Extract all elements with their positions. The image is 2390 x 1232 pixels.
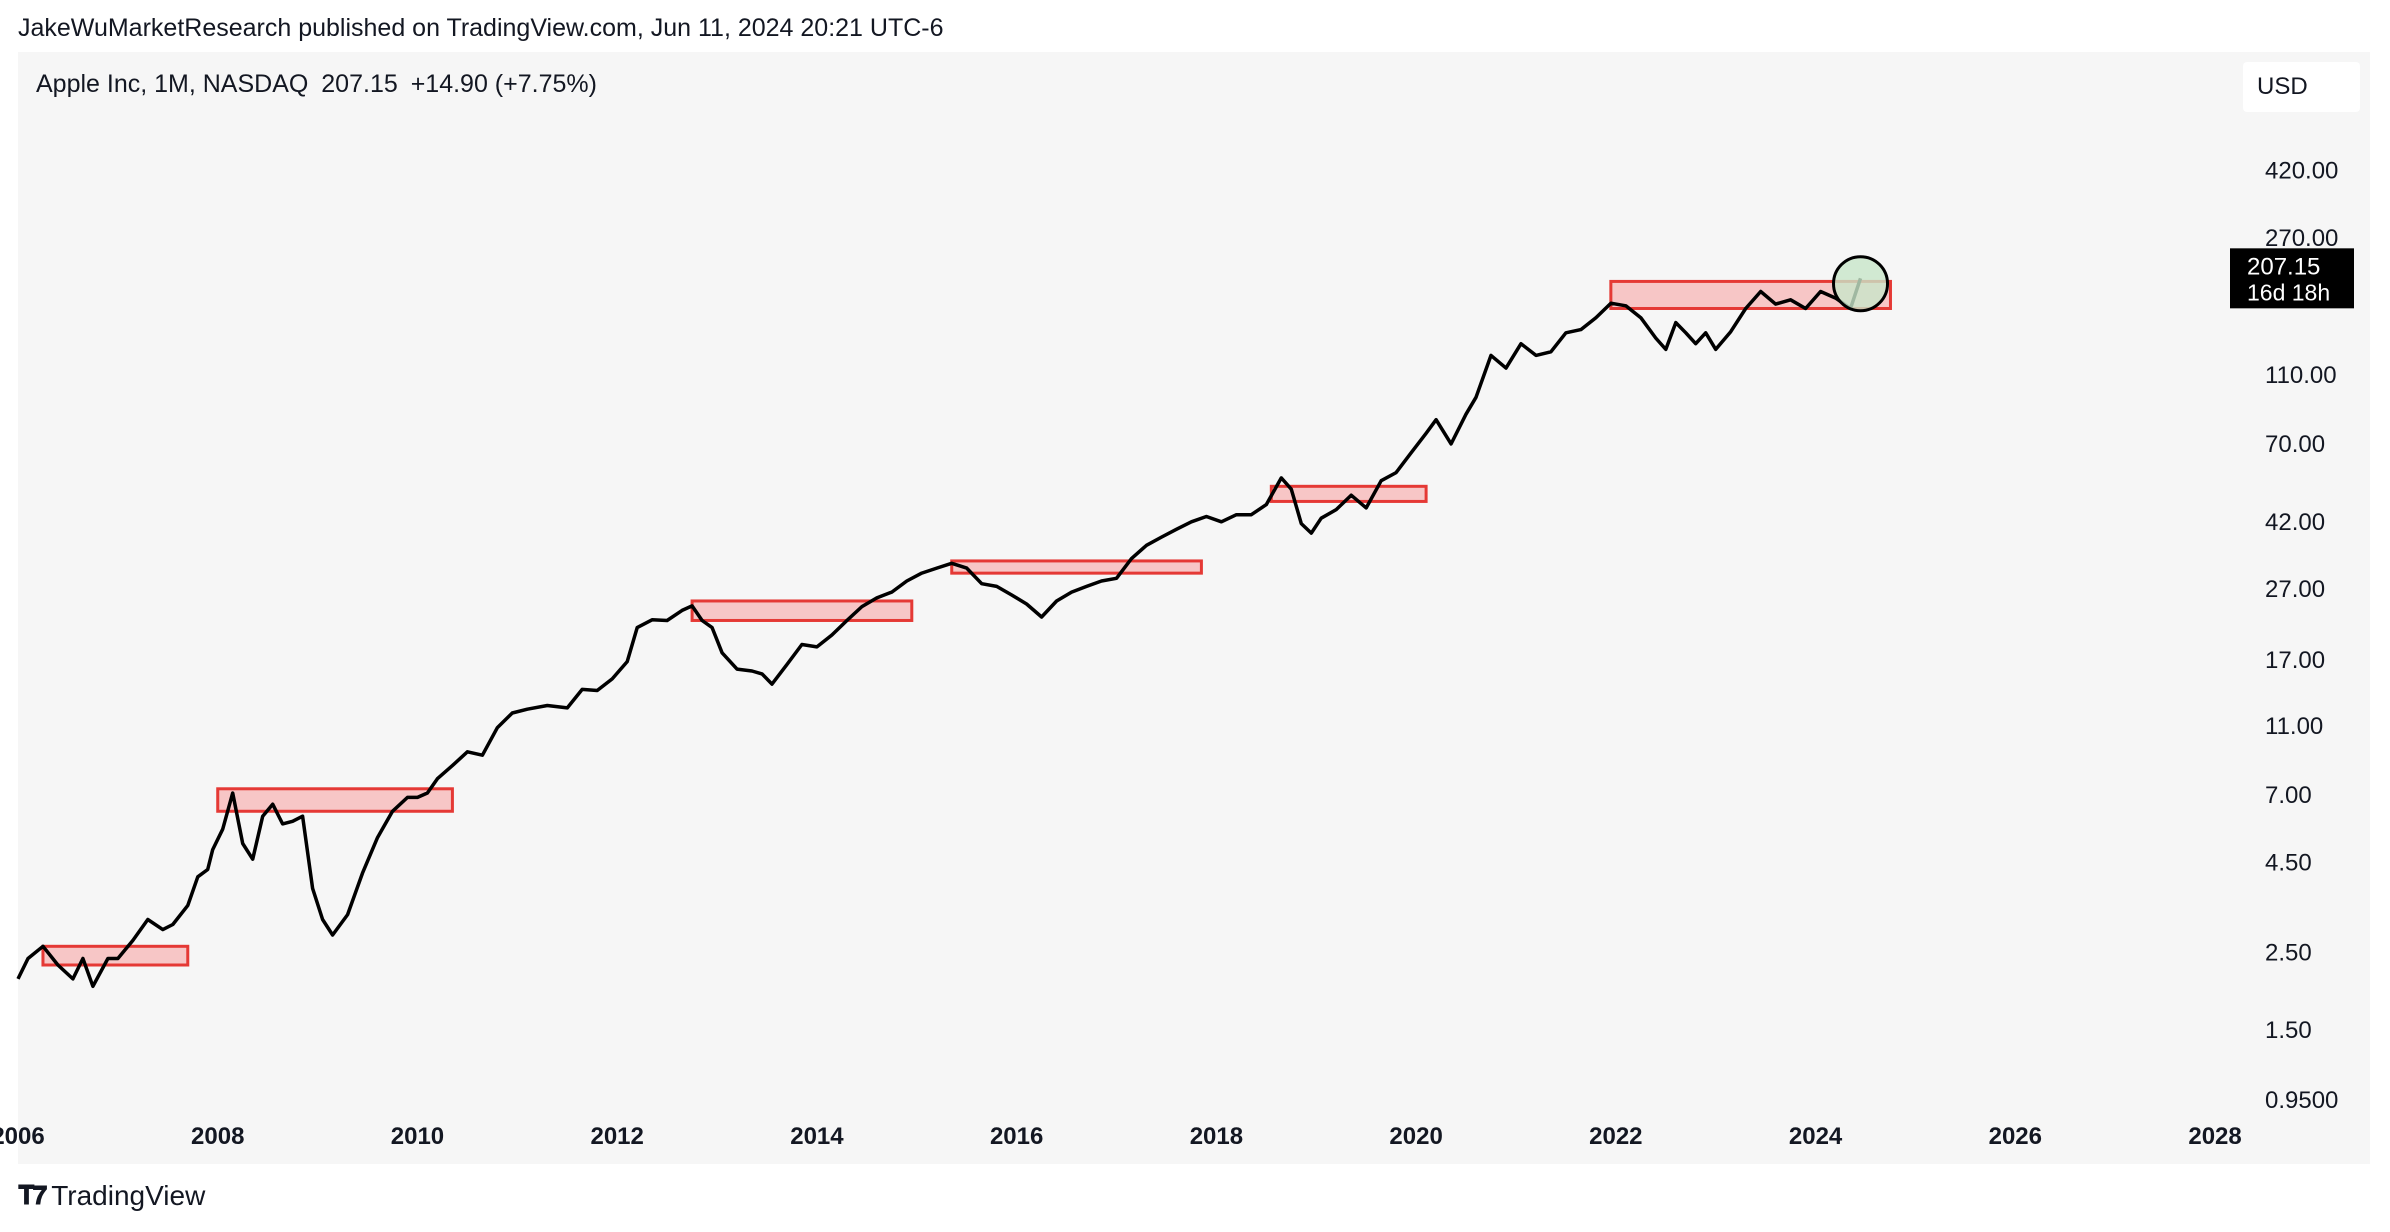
y-tick-label: 11.00 — [2265, 713, 2323, 740]
bar-countdown: 16d 18h — [2247, 279, 2330, 305]
x-tick-label: 2016 — [990, 1123, 1043, 1150]
last-price-box — [2230, 248, 2354, 309]
last-price-label: 207.15 16d 18h — [2230, 248, 2354, 309]
y-tick-label: 7.00 — [2265, 782, 2312, 809]
x-tick-label: 2020 — [1389, 1123, 1442, 1150]
x-tick-label: 2010 — [391, 1123, 444, 1150]
symbol-price: 207.15 — [321, 70, 398, 98]
y-tick-label: 42.00 — [2265, 509, 2325, 536]
resistance-zone[interactable] — [216, 787, 454, 813]
y-tick-label: 270.00 — [2265, 225, 2338, 252]
y-tick-label: 420.00 — [2265, 157, 2338, 184]
resistance-zone[interactable] — [41, 944, 190, 967]
y-tick-label: 27.00 — [2265, 576, 2325, 603]
publish-info: JakeWuMarketResearch published on Tradin… — [18, 14, 944, 42]
x-tick-label: 2022 — [1589, 1123, 1642, 1150]
last-price-value: 207.15 — [2247, 253, 2320, 280]
x-tick-label: 2028 — [2188, 1123, 2241, 1150]
y-tick-label: 1.50 — [2265, 1017, 2312, 1044]
resistance-zone[interactable] — [690, 599, 914, 622]
x-tick-label: 2008 — [191, 1123, 244, 1150]
symbol-legend[interactable]: Apple Inc, 1M, NASDAQ 207.15 +14.90 (+7.… — [36, 70, 603, 99]
currency-selector[interactable]: USD — [2243, 62, 2360, 112]
y-tick-label: 110.00 — [2265, 362, 2337, 389]
x-tick-label: 2006 — [0, 1123, 45, 1150]
price-line — [16, 277, 1863, 989]
highlight-circle — [1832, 255, 1890, 313]
brand-name: TradingView — [51, 1180, 206, 1211]
y-tick-label: 17.00 — [2265, 647, 2325, 674]
x-tick-label: 2026 — [1989, 1123, 2042, 1150]
x-tick-label: 2012 — [590, 1123, 643, 1150]
y-tick-label: 0.9500 — [2265, 1087, 2338, 1114]
symbol-change: +14.90 (+7.75%) — [410, 70, 597, 98]
x-tick-label: 2018 — [1190, 1123, 1243, 1150]
tradingview-logo[interactable]: 𝐓𝟕 TradingView — [18, 1180, 205, 1212]
y-tick-label: 4.50 — [2265, 850, 2312, 877]
x-tick-label: 2024 — [1789, 1123, 1843, 1150]
price-axis[interactable]: 0.9500 1.50 2.50 4.50 7.00 11.00 17.00 27.00 42.… — [2265, 80, 2338, 1114]
resistance-zone[interactable] — [950, 559, 1203, 575]
symbol-name: Apple Inc, 1M, NASDAQ — [36, 70, 309, 98]
y-tick-label: 70.00 — [2265, 431, 2325, 458]
chart-area[interactable] — [18, 52, 2370, 1164]
time-axis[interactable]: 2006 2008 2010 2012 2014 2016 2018 2020 2022 2024… — [0, 1123, 2242, 1150]
tradingview-logo-icon: 𝐓𝟕 — [18, 1180, 47, 1210]
y-tick-label: 2.50 — [2265, 939, 2312, 966]
x-tick-label: 2014 — [790, 1123, 844, 1150]
